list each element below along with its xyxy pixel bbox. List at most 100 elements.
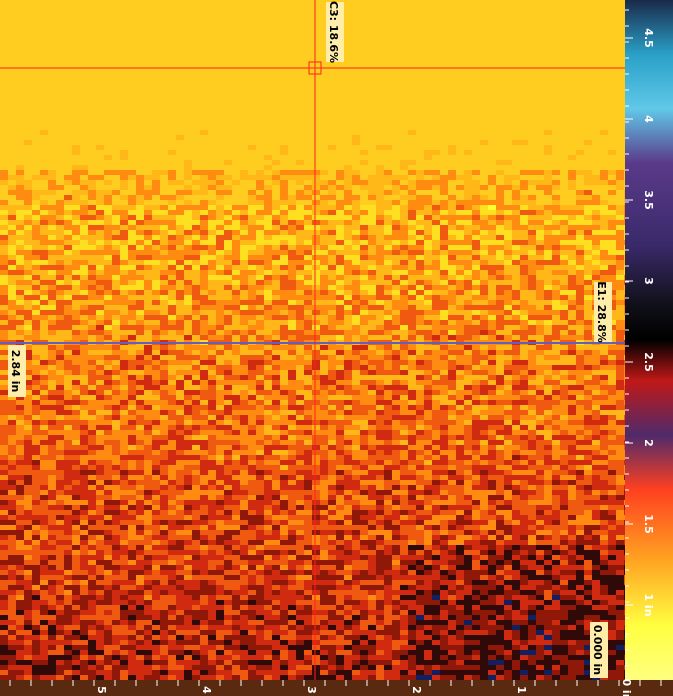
scan-cell: [352, 325, 360, 330]
scan-cell: [176, 290, 184, 295]
scan-cell: [544, 430, 552, 435]
scan-cell: [24, 355, 32, 360]
scan-cell: [104, 260, 112, 265]
scan-cell: [256, 270, 264, 275]
scan-cell: [136, 265, 144, 270]
scan-cell: [72, 350, 80, 355]
scan-cell: [368, 240, 376, 245]
scan-cell: [512, 315, 520, 320]
scan-cell: [96, 370, 104, 375]
scan-cell: [256, 425, 264, 430]
scan-cell: [336, 280, 344, 285]
scan-cell: [384, 385, 392, 390]
scan-cell: [584, 490, 592, 495]
scan-cell: [376, 225, 384, 230]
scan-cell: [336, 360, 344, 365]
scan-cell: [88, 360, 96, 365]
scan-cell: [320, 325, 328, 330]
scan-cell: [512, 320, 520, 325]
scan-cell: [88, 290, 96, 295]
scan-cell: [72, 420, 80, 425]
scan-cell: [384, 465, 392, 470]
scan-cell: [608, 210, 616, 215]
scan-cell: [472, 335, 480, 340]
scan-cell: [544, 335, 552, 340]
scan-cell: [368, 410, 376, 415]
scan-cell: [256, 450, 264, 455]
scan-cell: [376, 450, 384, 455]
scan-cell: [424, 205, 432, 210]
scan-cell: [216, 300, 224, 305]
scan-cell: [152, 220, 160, 225]
scan-cell: [512, 370, 520, 375]
scan-cell: [408, 305, 416, 310]
scan-cell: [360, 435, 368, 440]
scan-cell: [200, 430, 208, 435]
scan-cell: [576, 320, 584, 325]
scan-cell: [192, 250, 200, 255]
scan-cell: [320, 460, 328, 465]
scan-cell: [96, 230, 104, 235]
scan-cell: [32, 270, 40, 275]
scan-cell: [320, 365, 328, 370]
scan-cell: [392, 215, 400, 220]
scan-cell: [424, 355, 432, 360]
scan-cell: [232, 435, 240, 440]
scan-cell: [272, 455, 280, 460]
scan-cell: [592, 235, 600, 240]
scan-cell: [96, 255, 104, 260]
scan-cell: [160, 245, 168, 250]
scan-cell: [112, 310, 120, 315]
scan-cell: [520, 300, 528, 305]
scan-cell: [80, 265, 88, 270]
scan-cell: [224, 435, 232, 440]
scan-cell: [568, 310, 576, 315]
scan-cell: [16, 255, 24, 260]
scan-cell: [112, 315, 120, 320]
scan-cell: [216, 195, 224, 200]
scan-cell: [72, 435, 80, 440]
scan-cell: [504, 335, 512, 340]
scan-cell: [472, 200, 480, 205]
scan-cell: [40, 475, 48, 480]
scan-cell: [272, 325, 280, 330]
scan-cell: [400, 445, 408, 450]
scan-cell: [176, 455, 184, 460]
scan-cell: [24, 185, 32, 190]
scan-cell: [472, 430, 480, 435]
scan-cell: [312, 270, 320, 275]
scan-cell: [528, 310, 536, 315]
scan-cell: [200, 490, 208, 495]
scan-cell: [304, 220, 312, 225]
scan-cell: [416, 410, 424, 415]
scan-cell: [384, 375, 392, 380]
scan-cell: [56, 405, 64, 410]
scan-cell: [120, 295, 128, 300]
scan-cell: [32, 405, 40, 410]
scan-cell: [304, 435, 312, 440]
scan-cell: [56, 485, 64, 490]
scan-cell: [568, 245, 576, 250]
scan-cell: [120, 250, 128, 255]
scan-cell: [344, 195, 352, 200]
scan-cell: [368, 175, 376, 180]
scan-cell: [64, 345, 72, 350]
scan-cell: [200, 265, 208, 270]
scan-cell: [192, 450, 200, 455]
scan-cell: [112, 470, 120, 475]
scan-cell: [144, 380, 152, 385]
scan-cell: [368, 210, 376, 215]
scan-cell: [56, 450, 64, 455]
scan-cell: [600, 470, 608, 475]
scan-cell: [312, 210, 320, 215]
scan-cell: [568, 375, 576, 380]
scan-cell: [584, 270, 592, 275]
scan-cell: [272, 360, 280, 365]
scan-cell: [512, 285, 520, 290]
scan-cell: [128, 225, 136, 230]
scan-cell: [376, 385, 384, 390]
scan-cell: [176, 465, 184, 470]
scan-cell: [104, 450, 112, 455]
scan-cell: [280, 225, 288, 230]
